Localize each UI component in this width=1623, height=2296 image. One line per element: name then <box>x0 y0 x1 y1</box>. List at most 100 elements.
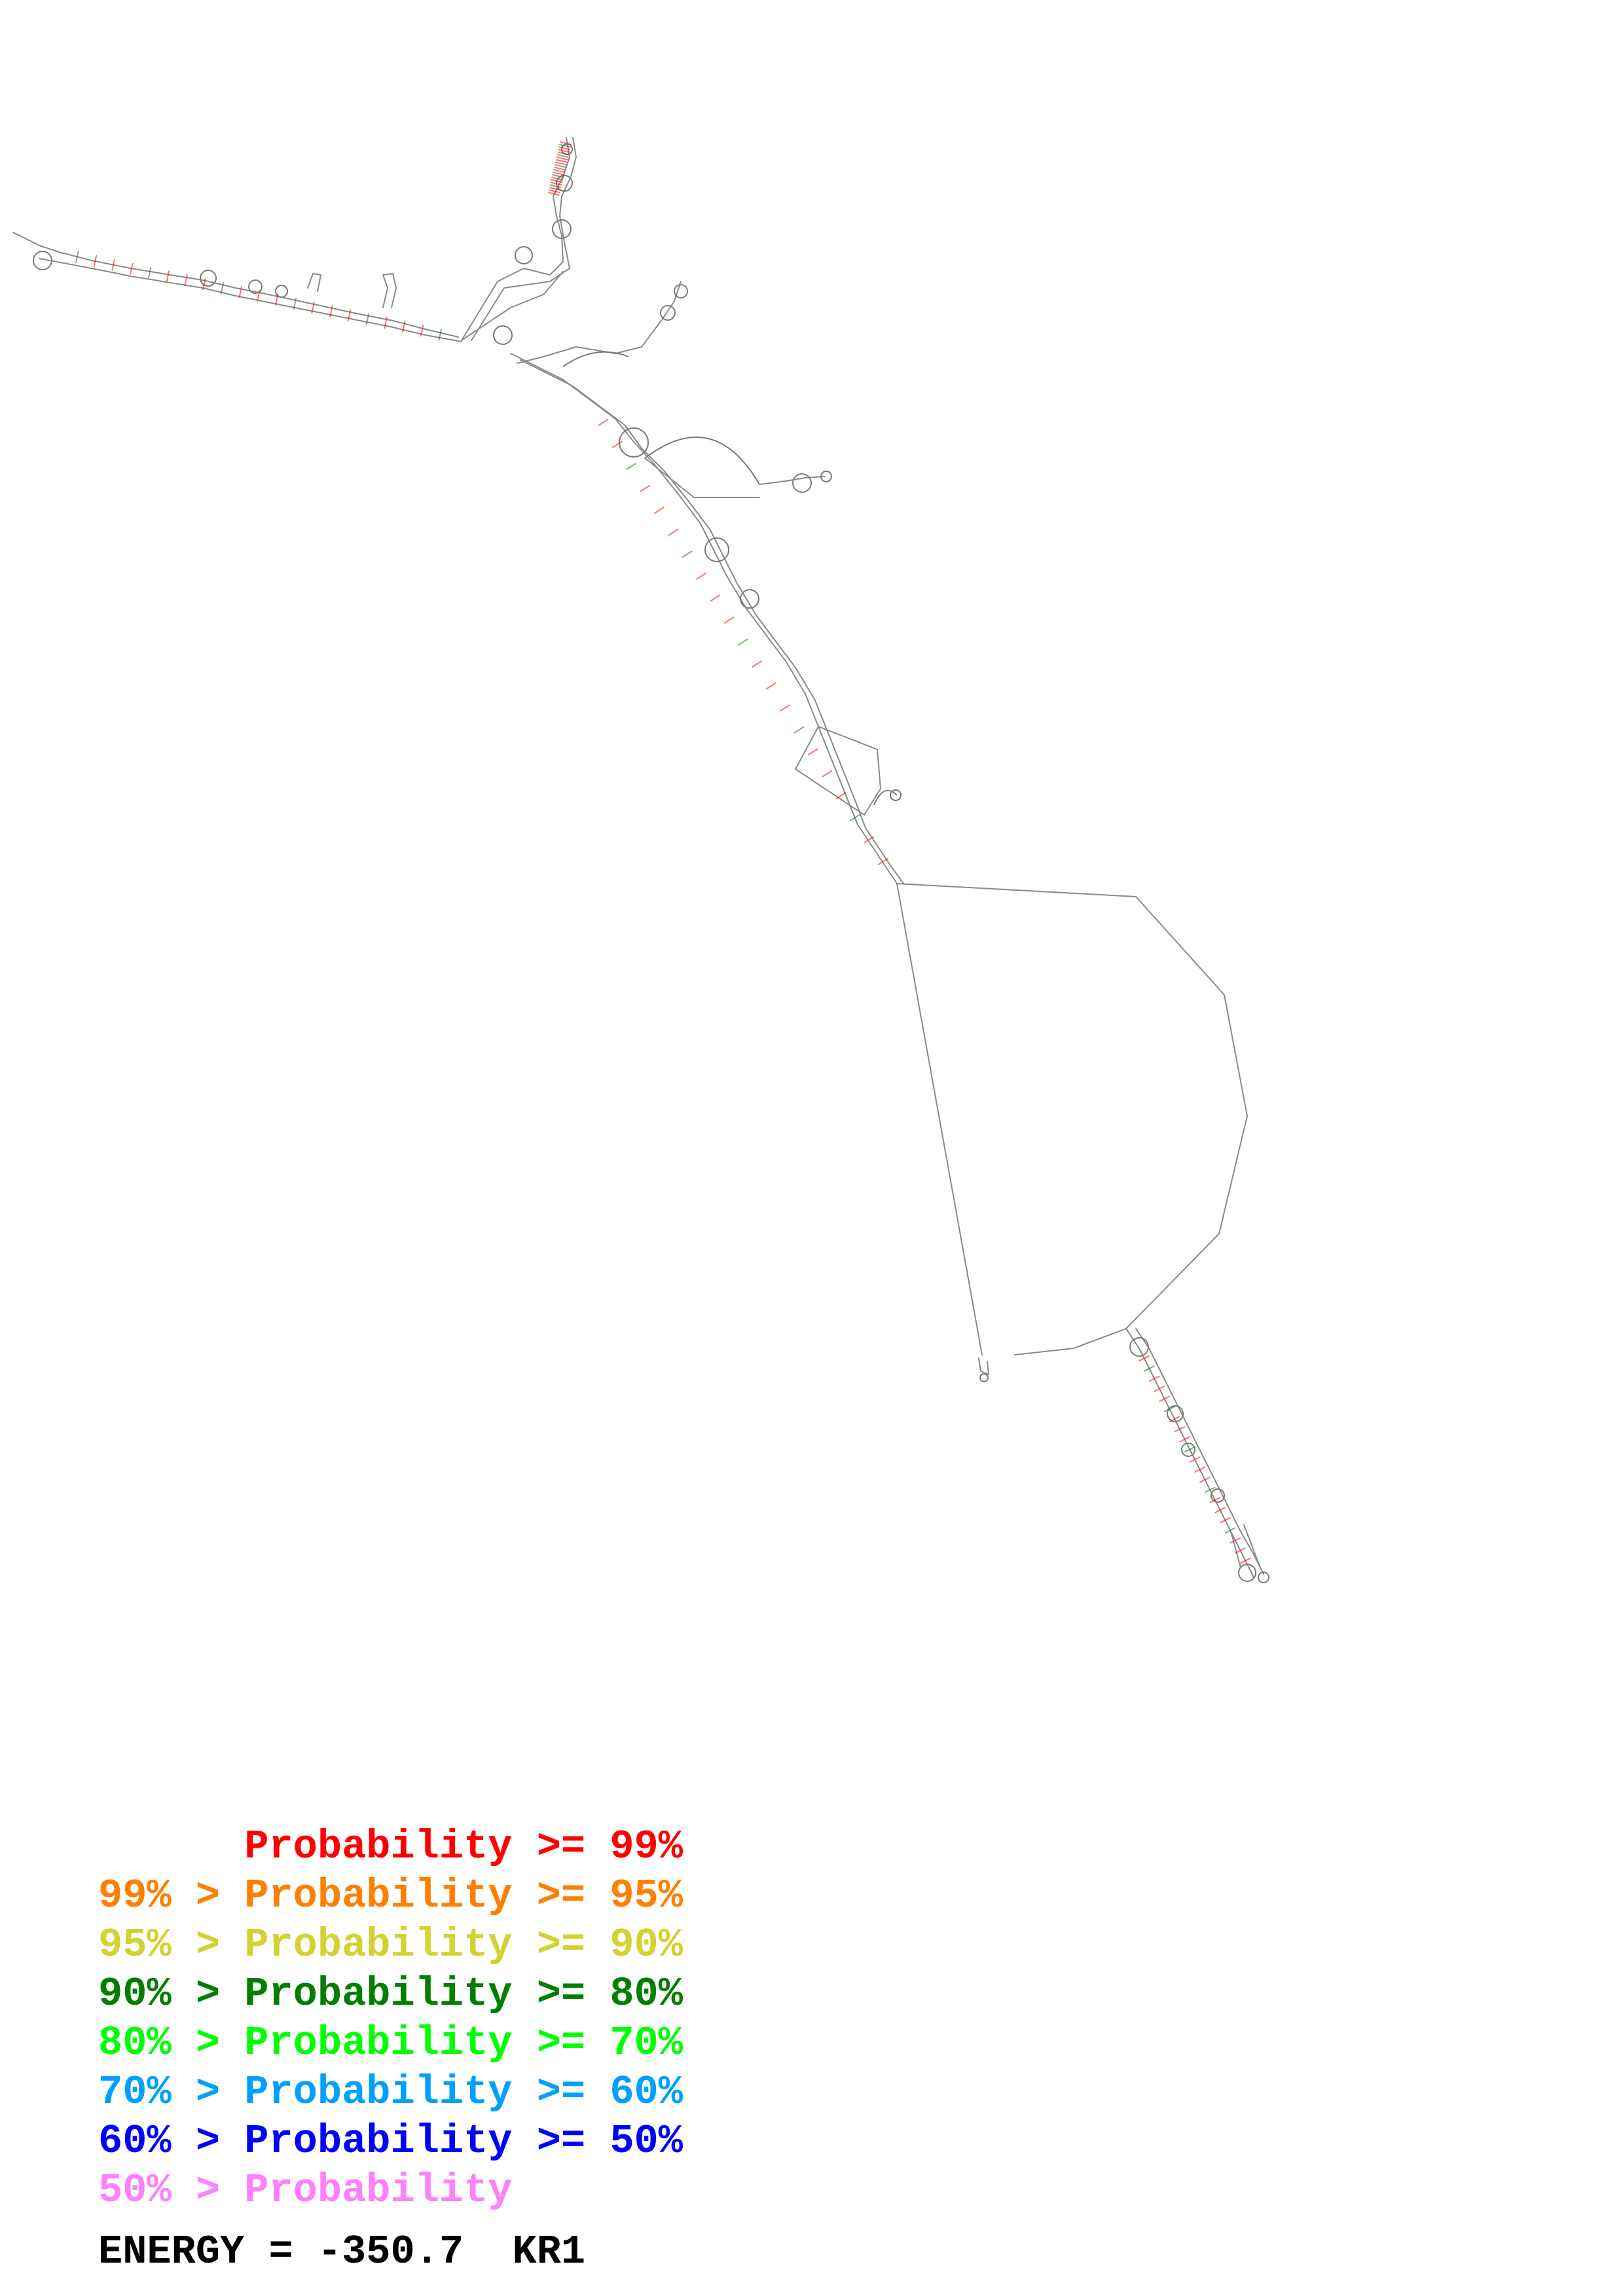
backbone-bottom-right-arm-strand2 <box>1135 1328 1264 1575</box>
legend-upper-bound: >= 99% <box>512 1823 683 1870</box>
bottom-end-fork <box>1230 1524 1261 1568</box>
legend-label: Probability <box>244 1873 513 1919</box>
base-pair-tick <box>551 179 563 183</box>
legend-lower-bound: 95% > <box>98 1922 245 1968</box>
base-pair-tick <box>1224 1527 1236 1534</box>
upper-right-loop-2 <box>674 284 688 298</box>
base-pair-tick <box>1184 1446 1195 1453</box>
legend-row: 80% > Probability >= 70% <box>98 2018 683 2068</box>
base-pair-tick <box>549 184 562 188</box>
bottom-terminal-loop-2 <box>1258 1571 1269 1583</box>
bottom-small-hairpin-loop <box>979 1373 989 1382</box>
base-pair-tick <box>274 293 279 306</box>
legend-label: Probability <box>244 2118 513 2164</box>
legend-lower-bound: 80% > <box>98 2020 245 2066</box>
base-pair-tick <box>553 171 565 176</box>
base-pair-tick <box>111 259 116 271</box>
bottom-terminal-loop <box>1238 1564 1256 1582</box>
left-loop-4 <box>275 285 288 298</box>
rna-secondary-structure-diagram <box>12 137 1269 1583</box>
structure-name: KR1 <box>512 2229 586 2275</box>
base-pair-tick <box>1169 1416 1180 1423</box>
base-pair-ticks <box>75 141 1251 1564</box>
legend-upper-bound: >= 95% <box>512 1873 683 1919</box>
base-pair-tick <box>807 748 818 756</box>
hairpin-green-small <box>307 273 321 292</box>
base-pair-tick <box>558 146 571 151</box>
base-pair-tick <box>554 164 566 168</box>
legend-row: 99% > Probability >= 95% <box>98 1871 683 1920</box>
base-pair-tick <box>1189 1456 1201 1463</box>
base-pair-tick <box>347 309 352 321</box>
trunk-loop-3 <box>740 589 759 609</box>
legend-upper-bound: >= 90% <box>512 1922 683 1968</box>
base-pair-tick <box>835 792 847 800</box>
base-pair-tick <box>710 594 721 602</box>
bottom-loop-1 <box>1129 1337 1149 1357</box>
energy-label: ENERGY = -350.7 <box>98 2229 464 2275</box>
bottom-loop-2 <box>1167 1405 1184 1422</box>
internal-loop-pentagon <box>795 726 881 816</box>
base-pair-tick <box>554 166 566 171</box>
backbone-top-branch-strand2 <box>471 137 577 341</box>
backbone-bottom-right-arm <box>1125 1328 1254 1578</box>
base-pair-tick <box>202 278 206 291</box>
base-pair-tick <box>238 286 243 298</box>
top-link <box>461 271 564 341</box>
multiloop-arc-upper <box>562 351 629 367</box>
base-pair-tick <box>293 297 297 310</box>
base-pair-tick <box>560 141 572 145</box>
base-pair-tick <box>849 814 861 822</box>
legend-row: Probability >= 99% <box>98 1822 683 1871</box>
base-pair-tick <box>184 274 188 287</box>
base-pair-tick <box>1163 1405 1175 1412</box>
legend-lower-bound: 99% > <box>98 1873 245 1919</box>
base-pair-tick <box>147 266 152 279</box>
backbone-upper-right-branch <box>517 281 682 364</box>
base-pair-tick <box>1179 1436 1191 1443</box>
base-pair-tick <box>311 301 316 314</box>
legend-lower-bound: 90% > <box>98 1971 245 2017</box>
base-pair-tick <box>550 181 562 186</box>
legend-label: Probability <box>244 2069 513 2115</box>
base-pair-tick <box>682 550 693 558</box>
base-pair-tick <box>723 616 735 624</box>
base-pair-tick <box>1139 1355 1150 1362</box>
base-pair-tick <box>1239 1557 1251 1564</box>
legend-label: Probability <box>244 1823 513 1870</box>
bottom-small-hairpin <box>978 1357 989 1375</box>
left-terminal-loop <box>33 251 52 270</box>
left-loop-2 <box>200 270 217 287</box>
base-pair-tick <box>864 836 875 844</box>
base-pair-tick <box>548 189 560 194</box>
base-pair-tick <box>220 282 225 295</box>
legend-label: Probability <box>244 1971 513 2017</box>
base-pair-tick <box>1204 1486 1216 1494</box>
base-pair-tick <box>75 251 79 263</box>
legend-label: Probability <box>244 2167 513 2214</box>
base-pair-tick <box>598 418 609 427</box>
bottom-loop-3 <box>1181 1443 1195 1457</box>
legend-row: 95% > Probability >= 90% <box>98 1920 683 1969</box>
base-pair-tick <box>556 154 569 158</box>
base-pair-tick <box>1174 1426 1186 1433</box>
backbone-main-trunk-strand2 <box>520 359 904 884</box>
base-pair-tick <box>365 313 370 325</box>
legend-upper-bound: >= 80% <box>512 1971 683 2017</box>
base-pair-tick <box>640 484 651 492</box>
bottom-loop-4 <box>1211 1488 1225 1503</box>
base-pair-tick <box>1235 1547 1247 1554</box>
base-pair-tick <box>549 187 561 191</box>
left-loop-3 <box>248 279 263 294</box>
legend-row: 50% > Probability <box>98 2166 683 2215</box>
base-pair-tick <box>625 462 637 471</box>
base-pair-tick <box>1148 1375 1160 1382</box>
base-pair-tick <box>557 151 570 156</box>
probability-legend: Probability >= 99% 99% > Probability >= 9… <box>98 1822 683 2215</box>
base-pair-tick <box>737 638 749 646</box>
top-loop-3 <box>515 246 533 264</box>
base-pair-tick <box>130 262 134 275</box>
internal-loop-small <box>890 789 902 801</box>
legend-lower-bound: 70% > <box>98 2069 245 2115</box>
base-pair-tick <box>553 169 566 173</box>
